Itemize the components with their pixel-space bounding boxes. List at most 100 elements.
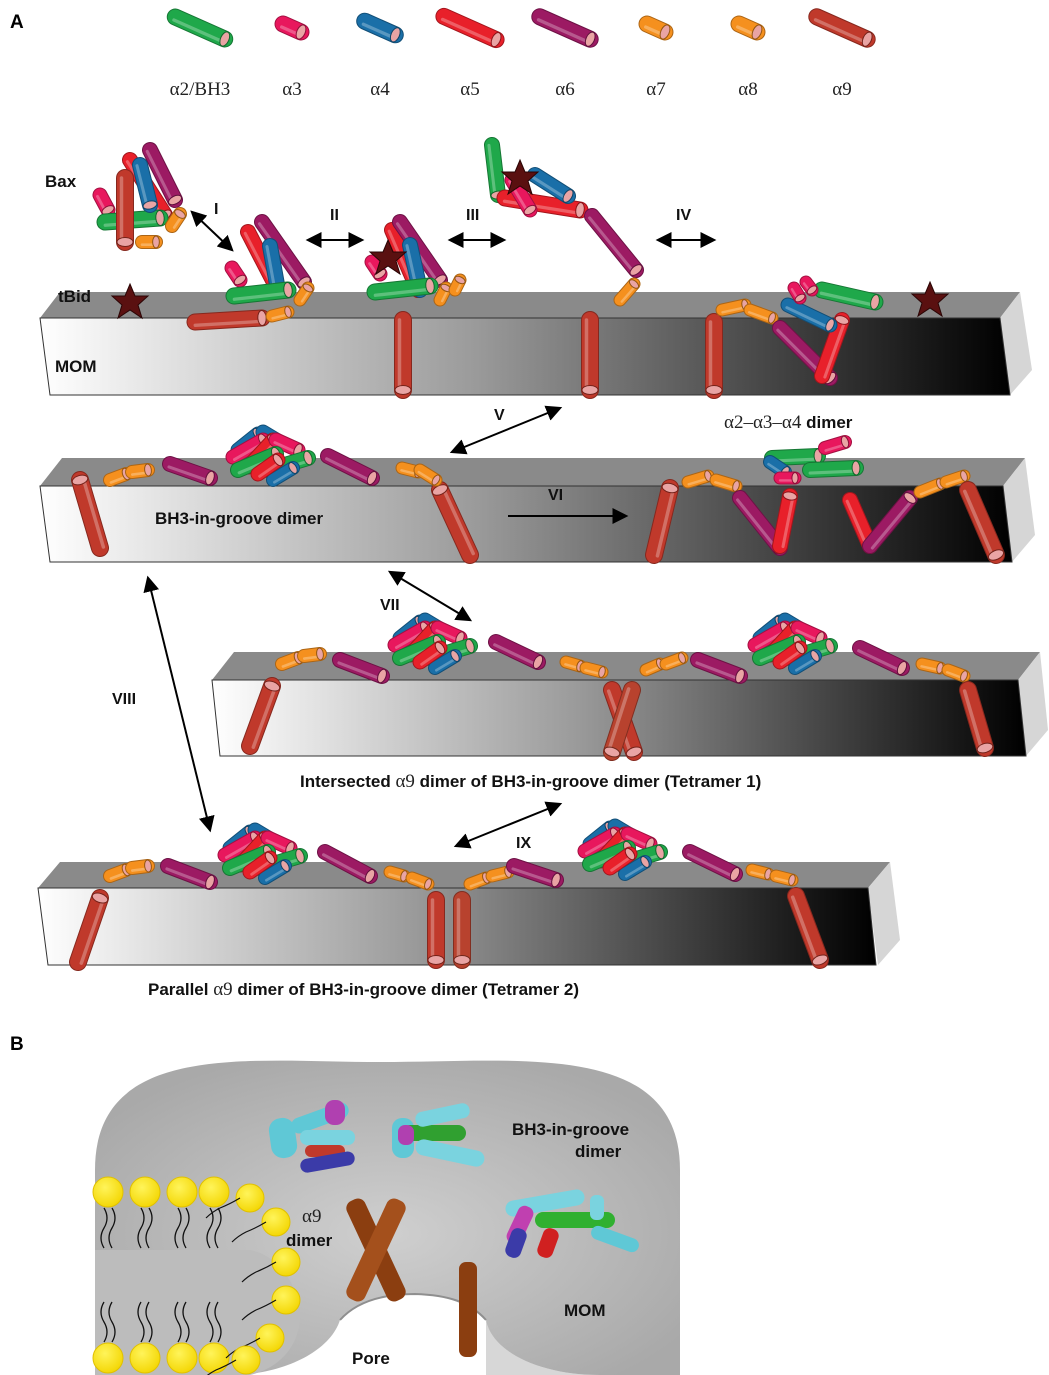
helix — [463, 871, 493, 891]
bh3-groove-dimer-slab2 — [71, 448, 479, 564]
helix-legend: α2/BH3 α3 α4 α5 α6 α7 α8 α9 — [166, 7, 876, 100]
lipid-head — [166, 1176, 198, 1208]
helix — [241, 677, 281, 755]
helix — [160, 858, 218, 890]
lipid-head — [166, 1342, 198, 1374]
tetramer2 — [69, 844, 829, 971]
helix — [405, 871, 435, 891]
side-t2-a — [103, 859, 155, 883]
b-mom-label: MOM — [564, 1301, 606, 1320]
helix — [317, 844, 378, 884]
helix — [394, 311, 412, 399]
helix — [268, 432, 306, 458]
helix — [690, 652, 748, 684]
helix — [293, 281, 315, 307]
legend-helix-7 — [638, 15, 674, 41]
b-groove-label-2: dimer — [575, 1142, 622, 1161]
tetramer1-label: Intersected α9 dimer of BH3-in-groove di… — [300, 771, 761, 792]
helix — [787, 281, 807, 305]
helix — [941, 663, 971, 683]
legend-label-7: α7 — [646, 79, 665, 100]
helix — [242, 850, 278, 880]
helix — [366, 277, 439, 301]
helix — [71, 471, 109, 557]
helix — [772, 488, 798, 554]
step-i: I — [214, 201, 218, 218]
panel-a-label: A — [10, 12, 24, 33]
helix — [603, 681, 641, 761]
helix — [682, 844, 743, 882]
step-v: V — [494, 407, 505, 424]
bh3-in-groove-label: BH3-in-groove dimer — [155, 509, 324, 528]
helix — [186, 309, 271, 331]
helix — [225, 281, 297, 305]
helix — [125, 463, 155, 479]
helix — [265, 305, 295, 323]
helix — [254, 214, 312, 290]
tbid-star-right — [910, 280, 950, 318]
helix — [116, 169, 134, 251]
helix — [769, 869, 799, 887]
helix — [780, 297, 838, 333]
alpha9-single-helix — [459, 1262, 477, 1357]
helix — [579, 661, 609, 679]
legend-helix-4 — [356, 12, 404, 44]
alpha234-dimer-label: α2–α3–α4 dimer — [724, 412, 853, 433]
b-pore-label: Pore — [352, 1349, 390, 1368]
helix — [297, 647, 327, 663]
helix — [320, 448, 380, 486]
legend-label-4: α4 — [370, 79, 390, 100]
helix — [959, 681, 994, 757]
helix — [620, 826, 658, 852]
helix — [142, 142, 183, 208]
helix-cylinders — [69, 137, 1005, 971]
helix — [428, 649, 462, 675]
lipid-head — [231, 1345, 261, 1375]
helix — [772, 640, 808, 670]
lipid-head — [92, 1176, 124, 1208]
tbid-star-bound-2 — [500, 158, 540, 196]
lipid-head — [235, 1183, 265, 1213]
helix — [709, 473, 743, 493]
helix — [799, 275, 819, 297]
legend-helix-2 — [166, 8, 234, 48]
helix — [814, 312, 850, 384]
tbid-label: tBid — [58, 287, 91, 306]
bh3-groove-core-t2-b — [577, 818, 668, 881]
helix — [412, 640, 448, 670]
helix — [645, 479, 679, 564]
step-vi: VI — [548, 487, 563, 504]
helix — [383, 865, 411, 883]
step-iii: III — [466, 207, 479, 224]
helix — [132, 157, 158, 213]
helix — [506, 858, 564, 888]
step-vii: VII — [380, 597, 400, 614]
legend-label-6: α6 — [555, 79, 574, 100]
membrane-bax-tbid — [364, 214, 467, 399]
legend-label-3: α3 — [282, 79, 301, 100]
helix — [431, 481, 479, 564]
b-dimer-label: dimer — [286, 1231, 333, 1250]
helix — [413, 463, 443, 487]
legend-label-8: α8 — [738, 79, 757, 100]
legend-label-9: α9 — [832, 79, 851, 100]
lipid-head — [198, 1342, 230, 1374]
helix — [448, 273, 467, 297]
helix — [959, 481, 1005, 564]
helix — [745, 863, 775, 881]
lipid-bilayer — [92, 1176, 301, 1375]
helix — [165, 207, 187, 233]
helix — [453, 891, 471, 969]
tbid-star-bound-1 — [368, 238, 408, 276]
bh3-groove-core-t1-b — [747, 612, 838, 675]
lipid-head — [92, 1342, 124, 1374]
helix — [103, 863, 133, 883]
legend-helix-8 — [730, 15, 766, 41]
membrane-slab-1 — [39, 292, 1032, 396]
helix — [602, 846, 638, 876]
b-groove-label-1: BH3-in-groove — [512, 1120, 629, 1139]
helix — [266, 461, 300, 487]
bh3-groove-core-t1-a — [387, 612, 478, 675]
helix — [618, 855, 652, 881]
step-arrows — [143, 210, 717, 849]
